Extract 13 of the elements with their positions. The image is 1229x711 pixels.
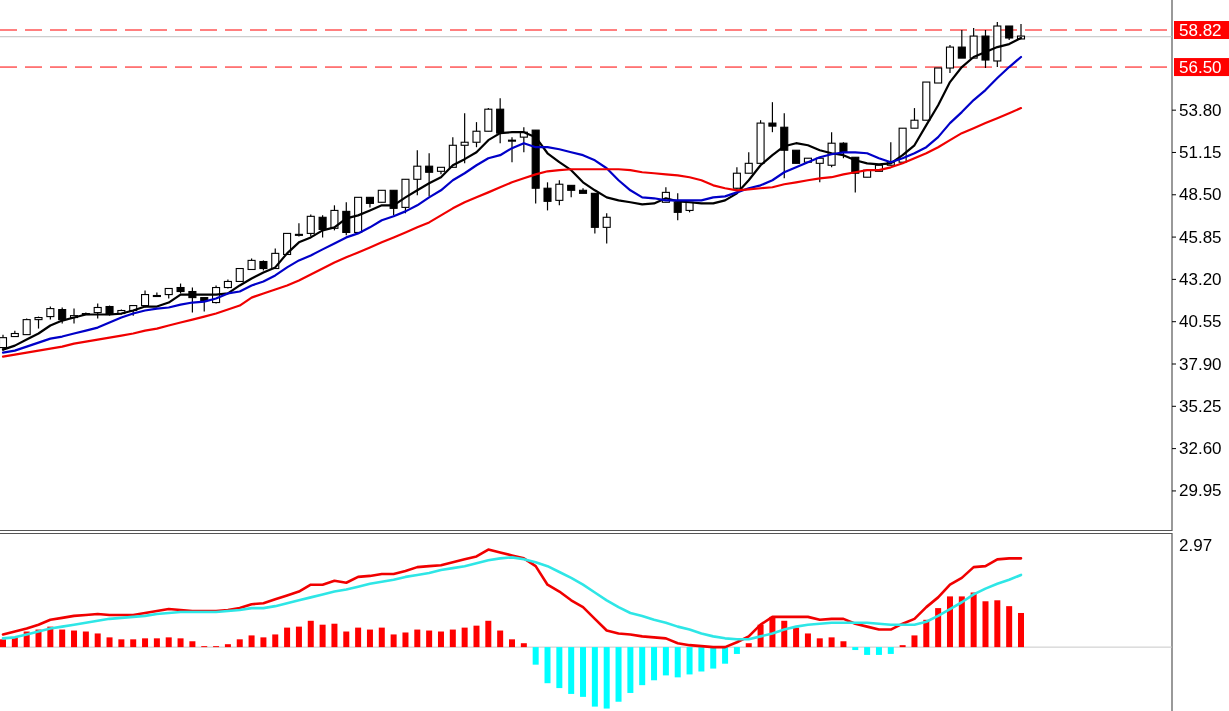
ref-line-label: 58.82 (1179, 20, 1222, 40)
y-tick-label: 29.95 (1179, 481, 1222, 501)
y-tick-label: 35.25 (1179, 396, 1222, 416)
y-tick-label: 43.20 (1179, 269, 1222, 289)
y-tick-label: 51.15 (1179, 142, 1222, 162)
text: 2.97 (1179, 535, 1213, 555)
ref-line-label: 56.50 (1179, 57, 1222, 77)
y-tick-label: 40.55 (1179, 312, 1222, 332)
y-tick-label: 53.80 (1179, 100, 1222, 120)
y-tick-label: 37.90 (1179, 354, 1222, 374)
y-tick-label: 48.50 (1179, 185, 1222, 205)
y-tick-label: 32.60 (1179, 439, 1222, 459)
y-tick-label: 45.85 (1179, 227, 1222, 247)
